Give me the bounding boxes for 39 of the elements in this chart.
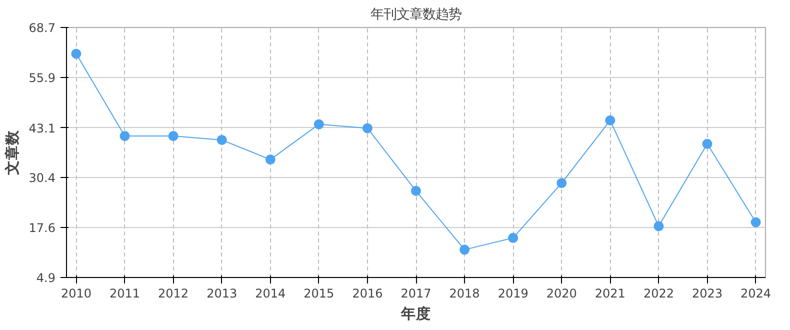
point xyxy=(120,131,130,142)
x-tick-label: 2013 xyxy=(206,286,238,300)
y-tick-label: 68.7 xyxy=(28,21,56,35)
point xyxy=(605,115,616,126)
point xyxy=(216,134,227,145)
y-tick-label: 30.4 xyxy=(28,171,56,186)
point xyxy=(411,186,421,196)
y-tick-label: 4.9 xyxy=(36,271,56,285)
point xyxy=(314,119,324,130)
point xyxy=(654,221,664,232)
point xyxy=(750,217,761,228)
point xyxy=(71,48,82,59)
x-tick-label: 2019 xyxy=(498,286,528,300)
chart-title: 年刊文章数趋势 xyxy=(370,8,462,22)
y-tick-label: 55.9 xyxy=(28,71,56,86)
x-tick-label: 2015 xyxy=(304,286,334,300)
point xyxy=(508,232,518,243)
point xyxy=(460,244,470,255)
y-tick-label: 17.6 xyxy=(28,221,56,236)
y-axis-title: 文章数 xyxy=(2,129,21,176)
x-axis-title: 年度 xyxy=(400,304,431,322)
x-tick-label: 2011 xyxy=(109,286,140,300)
x-tick-label: 2022 xyxy=(643,286,674,300)
y-tick-label: 43.1 xyxy=(28,121,56,136)
x-tick-label: 2017 xyxy=(400,286,432,300)
x-tick-label: 2012 xyxy=(158,286,189,300)
x-tick-label: 2014 xyxy=(255,286,286,300)
point xyxy=(556,178,567,188)
x-tick-label: 2021 xyxy=(594,286,626,300)
point xyxy=(265,154,276,165)
x-tick-label: 2018 xyxy=(449,286,480,300)
point xyxy=(702,138,712,149)
point xyxy=(168,131,178,142)
x-tick-label: 2010 xyxy=(60,286,92,300)
point xyxy=(362,123,372,134)
x-tick-label: 2020 xyxy=(546,286,577,300)
x-tick-label: 2016 xyxy=(352,286,383,300)
x-tick-label: 2023 xyxy=(692,286,723,300)
x-tick-label: 2024 xyxy=(740,286,772,300)
